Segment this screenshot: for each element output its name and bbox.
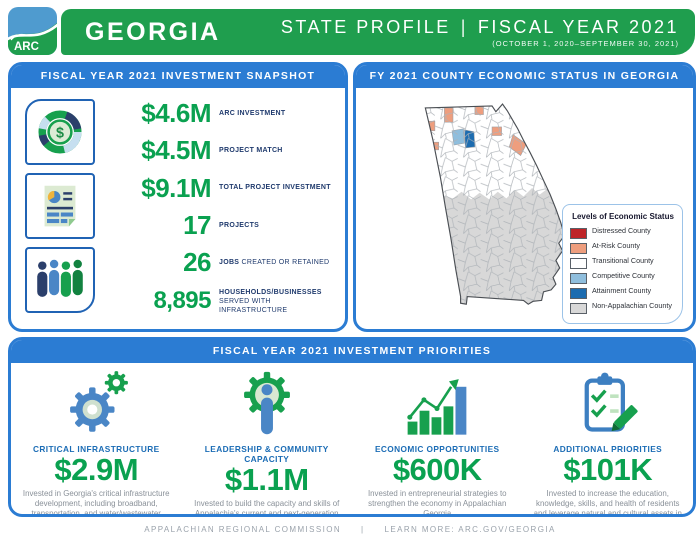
priority-amount: $1.1M <box>224 462 309 497</box>
legend-item-at-risk: At-Risk County <box>570 241 676 254</box>
stat-households: 8,895 HOUSEHOLDS/BUSINESSES SERVED WITH … <box>95 288 337 315</box>
svg-text:$: $ <box>56 125 64 141</box>
stat-project-match: $4.5M PROJECT MATCH <box>95 135 337 166</box>
transitional-swatch <box>570 257 587 269</box>
stat-arc-investment: $4.6M ARC INVESTMENT <box>95 98 337 128</box>
arc-logo: ARC <box>8 7 57 55</box>
at-risk-swatch <box>570 242 587 254</box>
legend-item-distressed: Distressed County <box>570 226 676 239</box>
map-body: Levels of Economic Status Distressed Cou… <box>356 88 693 329</box>
priority-description: Invested to increase the education, know… <box>533 488 682 517</box>
legend-item-competitive: Competitive County <box>570 271 676 284</box>
title-separator: | <box>460 16 468 37</box>
georgia-county-map <box>424 103 566 305</box>
person-gear-icon <box>243 371 290 435</box>
priority-title: CRITICAL INFRASTRUCTURE <box>32 444 160 454</box>
gears-icon <box>70 371 129 432</box>
map-panel-title: FY 2021 COUNTY ECONOMIC STATUS IN GEORGI… <box>356 65 693 88</box>
snapshot-stats: $4.6M ARC INVESTMENT $4.5M PROJECT MATCH… <box>95 99 337 321</box>
header-right: STATE PROFILE | FISCAL YEAR 2021 (OCTOBER … <box>281 17 679 48</box>
people-icon <box>37 259 83 297</box>
funding-donut-icon: $ <box>38 110 82 154</box>
report-icon-box <box>25 173 95 239</box>
snapshot-icon-column: $ <box>25 99 95 321</box>
logo-text: ARC <box>14 41 39 53</box>
state-name: GEORGIA <box>85 17 221 46</box>
priority-description: Invested in Georgia's critical infrastru… <box>22 488 170 517</box>
profile-title-line: STATE PROFILE | FISCAL YEAR 2021 <box>281 17 679 38</box>
investment-snapshot-panel: FISCAL YEAR 2021 INVESTMENT SNAPSHOT $ <box>8 62 348 332</box>
footer-org: APPALACHIAN REGIONAL COMMISSION <box>144 525 342 534</box>
distressed-swatch <box>570 227 587 239</box>
non-appalachian-swatch <box>570 302 587 314</box>
priority-title: ECONOMIC OPPORTUNITIES <box>374 444 500 454</box>
stat-value: $4.6M <box>141 98 211 128</box>
priority-amount: $600K <box>392 452 482 487</box>
footer-separator: | <box>361 525 365 534</box>
investment-priorities-panel: FISCAL YEAR 2021 INVESTMENT PRIORITIES <box>8 337 696 517</box>
report-document-icon <box>44 185 76 227</box>
funding-icon-box: $ <box>25 99 95 165</box>
stat-value: 8,895 <box>153 286 211 314</box>
legend-title: Levels of Economic Status <box>572 212 674 221</box>
stat-projects: 17 PROJECTS <box>95 210 337 241</box>
priority-title: LEADERSHIP & COMMUNITY CAPACITY <box>204 444 329 464</box>
snapshot-panel-title: FISCAL YEAR 2021 INVESTMENT SNAPSHOT <box>11 65 345 88</box>
priority-description: Invested to build the capacity and skill… <box>194 498 340 517</box>
fiscal-year: FISCAL YEAR 2021 <box>477 16 679 37</box>
priority-amount: $2.9M <box>54 452 139 487</box>
stat-jobs: 26 JOBS CREATED OR RETAINED <box>95 247 337 278</box>
stat-value: 17 <box>183 210 211 241</box>
clipboard-pencil-icon <box>584 372 638 432</box>
competitive-swatch <box>570 272 587 284</box>
footer-learn-more-link[interactable]: LEARN MORE: ARC.GOV/GEORGIA <box>384 525 556 534</box>
header-bar: GEORGIA STATE PROFILE | FISCAL YEAR 2021 (… <box>61 9 695 55</box>
priority-leadership-capacity: LEADERSHIP & COMMUNITY CAPACITY $1.1M In… <box>182 363 353 517</box>
map-legend: Levels of Economic Status Distressed Cou… <box>562 204 683 324</box>
stat-value: 26 <box>183 247 211 278</box>
attainment-swatch <box>570 287 587 299</box>
priority-title: ADDITIONAL PRIORITIES <box>553 444 663 454</box>
priority-amount: $101K <box>563 452 653 487</box>
stat-total-investment: $9.1M TOTAL PROJECT INVESTMENT <box>95 172 337 203</box>
county-status-panel: FY 2021 COUNTY ECONOMIC STATUS IN GEORGI… <box>353 62 696 332</box>
priorities-body: CRITICAL INFRASTRUCTURE $2.9M Invested i… <box>11 363 694 517</box>
footer: APPALACHIAN REGIONAL COMMISSION | LEARN MO… <box>0 525 700 534</box>
growth-chart-icon <box>407 379 467 435</box>
stat-value: $4.5M <box>141 135 211 166</box>
people-icon-box <box>25 247 95 313</box>
priority-critical-infrastructure: CRITICAL INFRASTRUCTURE $2.9M Invested i… <box>11 363 182 517</box>
snapshot-body: $ <box>11 88 345 329</box>
date-range: (OCTOBER 1, 2020–SEPTEMBER 30, 2021) <box>492 38 679 48</box>
legend-item-non-appalachian: Non-Appalachian County <box>570 301 676 314</box>
priority-economic-opportunities: ECONOMIC OPPORTUNITIES $600K Invested in… <box>352 363 523 517</box>
legend-item-transitional: Transitional County <box>570 256 676 269</box>
profile-title: STATE PROFILE <box>280 16 451 37</box>
priority-additional-priorities: ADDITIONAL PRIORITIES $101K Invested to … <box>523 363 694 517</box>
stat-value: $9.1M <box>141 172 211 203</box>
logo-green-wave <box>8 23 57 55</box>
priority-description: Invested in entrepreneurial strategies t… <box>367 488 507 517</box>
priorities-panel-title: FISCAL YEAR 2021 INVESTMENT PRIORITIES <box>11 340 693 363</box>
georgia-outline <box>424 103 566 305</box>
legend-item-attainment: Attainment County <box>570 286 676 299</box>
